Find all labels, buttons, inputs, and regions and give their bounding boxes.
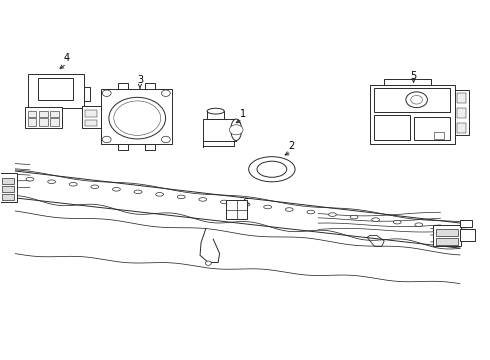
Bar bbox=[455, 90, 469, 135]
Bar bbox=[0, 173, 17, 202]
Ellipse shape bbox=[307, 210, 315, 214]
Ellipse shape bbox=[242, 203, 250, 206]
Bar bbox=[1, 194, 14, 200]
Bar bbox=[50, 111, 59, 117]
Circle shape bbox=[161, 136, 170, 143]
Text: 5: 5 bbox=[411, 71, 416, 81]
Bar bbox=[1, 178, 14, 184]
Ellipse shape bbox=[220, 200, 228, 204]
Bar bbox=[38, 78, 73, 100]
Ellipse shape bbox=[393, 220, 401, 224]
Ellipse shape bbox=[350, 215, 358, 219]
Bar bbox=[457, 108, 466, 118]
Ellipse shape bbox=[231, 119, 242, 140]
Bar bbox=[50, 118, 59, 126]
Circle shape bbox=[102, 136, 111, 143]
Circle shape bbox=[109, 97, 166, 139]
Ellipse shape bbox=[134, 190, 142, 194]
Bar bbox=[39, 118, 48, 126]
Ellipse shape bbox=[199, 198, 207, 201]
Bar bbox=[27, 111, 36, 117]
Circle shape bbox=[102, 90, 111, 96]
Ellipse shape bbox=[91, 185, 98, 189]
Bar bbox=[433, 225, 462, 246]
Ellipse shape bbox=[248, 157, 295, 182]
Bar bbox=[1, 186, 14, 192]
Ellipse shape bbox=[415, 223, 423, 226]
Bar bbox=[434, 131, 444, 139]
Bar bbox=[203, 119, 236, 140]
Bar bbox=[118, 83, 128, 89]
Bar bbox=[82, 106, 101, 128]
Ellipse shape bbox=[48, 180, 55, 184]
Circle shape bbox=[406, 92, 427, 108]
Bar bbox=[27, 118, 36, 126]
Bar bbox=[207, 111, 224, 119]
Ellipse shape bbox=[285, 208, 293, 211]
Bar bbox=[85, 120, 97, 126]
Bar bbox=[369, 85, 455, 144]
Ellipse shape bbox=[257, 161, 287, 177]
Bar bbox=[85, 111, 97, 117]
Text: 6: 6 bbox=[242, 198, 248, 208]
Text: 2: 2 bbox=[288, 141, 294, 151]
Circle shape bbox=[229, 125, 243, 135]
Bar bbox=[101, 89, 172, 144]
Bar bbox=[145, 83, 155, 89]
Circle shape bbox=[161, 90, 170, 96]
Bar bbox=[27, 74, 84, 108]
Ellipse shape bbox=[437, 225, 444, 229]
Ellipse shape bbox=[372, 218, 380, 221]
Bar bbox=[460, 229, 475, 241]
Ellipse shape bbox=[328, 213, 336, 216]
Ellipse shape bbox=[113, 188, 121, 191]
Circle shape bbox=[205, 261, 211, 265]
Bar bbox=[374, 115, 411, 140]
Ellipse shape bbox=[264, 205, 271, 209]
Ellipse shape bbox=[207, 108, 224, 114]
Bar bbox=[436, 229, 458, 236]
Bar bbox=[460, 220, 472, 227]
Bar bbox=[25, 107, 62, 128]
Bar bbox=[384, 78, 431, 85]
Text: 4: 4 bbox=[64, 53, 70, 63]
Ellipse shape bbox=[69, 183, 77, 186]
Text: 3: 3 bbox=[137, 75, 143, 85]
Text: 1: 1 bbox=[240, 109, 245, 119]
Bar bbox=[39, 111, 48, 117]
Bar bbox=[118, 144, 128, 149]
Ellipse shape bbox=[26, 177, 34, 181]
Bar bbox=[145, 144, 155, 149]
Bar bbox=[414, 117, 450, 140]
Ellipse shape bbox=[156, 193, 164, 196]
Circle shape bbox=[114, 101, 161, 135]
Ellipse shape bbox=[177, 195, 185, 199]
Bar bbox=[374, 88, 450, 112]
Bar bbox=[436, 238, 458, 244]
Bar bbox=[226, 200, 247, 220]
Bar bbox=[457, 123, 466, 134]
Bar bbox=[457, 93, 466, 103]
Bar bbox=[84, 87, 90, 101]
Circle shape bbox=[411, 95, 422, 104]
